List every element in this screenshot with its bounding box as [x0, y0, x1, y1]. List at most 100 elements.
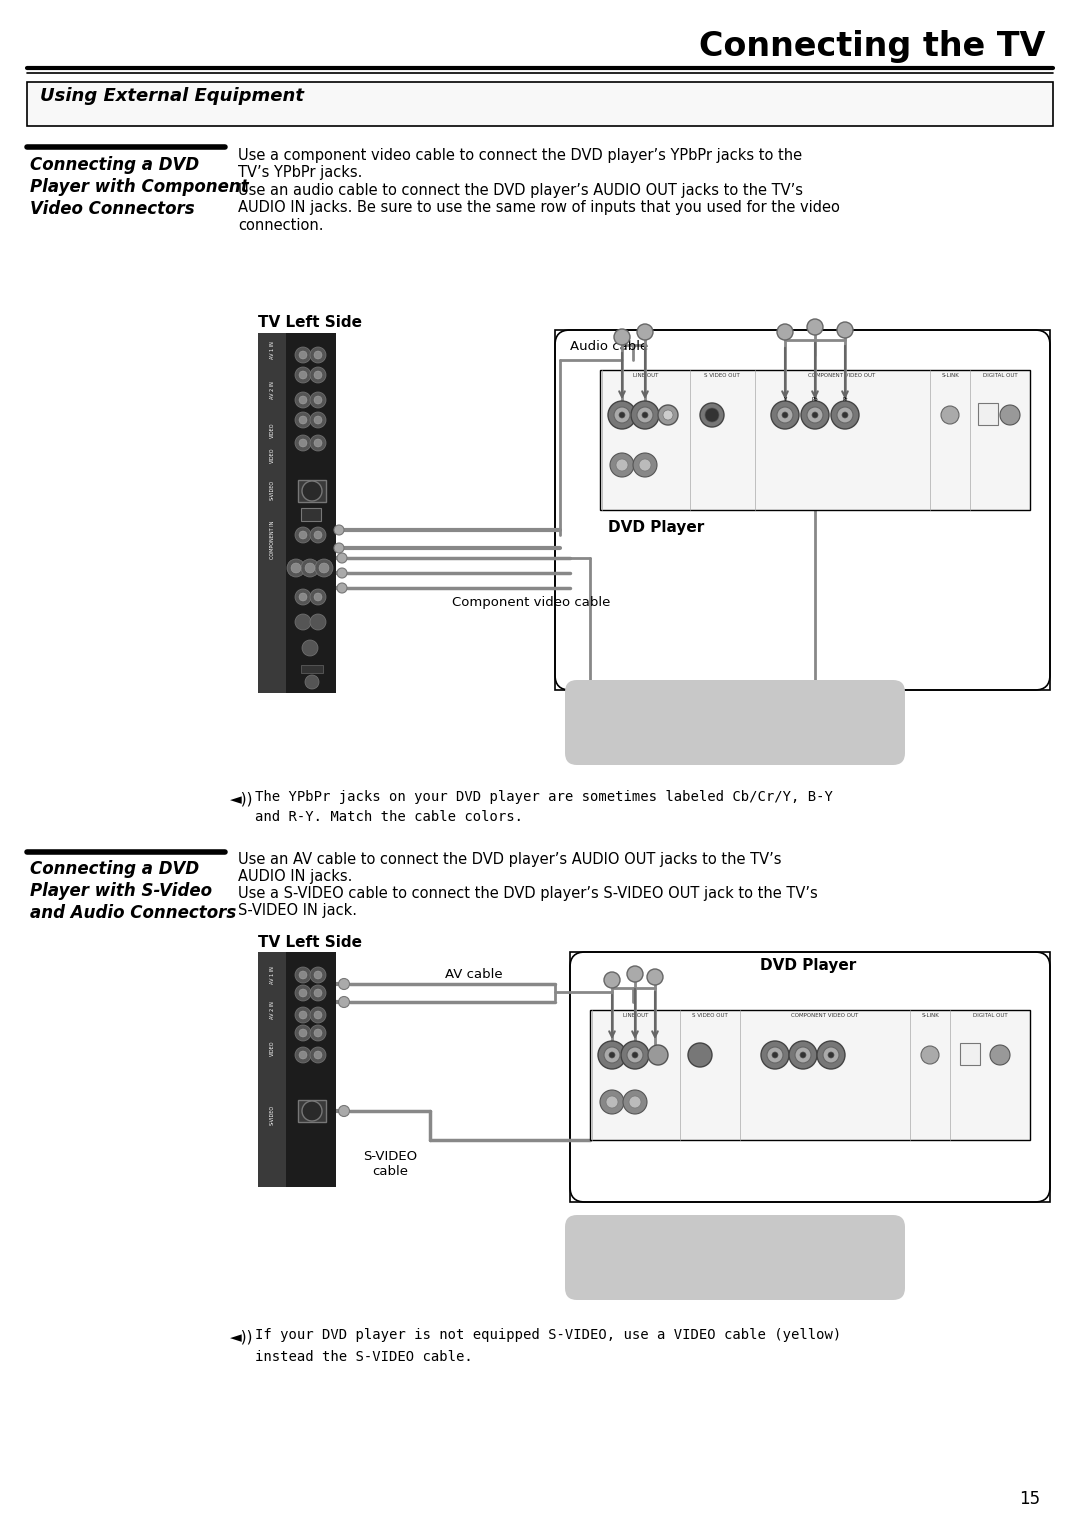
- Text: Connecting a DVD: Connecting a DVD: [30, 860, 199, 878]
- Bar: [301, 508, 321, 521]
- Circle shape: [663, 411, 673, 420]
- Circle shape: [816, 1041, 845, 1069]
- Text: VIDEO: VIDEO: [270, 1040, 274, 1055]
- Circle shape: [295, 527, 311, 544]
- Text: AV 2 IN: AV 2 IN: [270, 382, 274, 399]
- Circle shape: [299, 1051, 307, 1060]
- Text: Use a component video cable to connect the DVD player’s YPbPr jacks to the
TV’s : Use a component video cable to connect t…: [238, 148, 802, 180]
- Text: Connecting the TV: Connecting the TV: [699, 31, 1045, 63]
- Text: Use an audio cable to connect the DVD player’s AUDIO OUT jacks to the TV’s
AUDIO: Use an audio cable to connect the DVD pl…: [238, 183, 840, 232]
- Circle shape: [598, 1041, 626, 1069]
- Circle shape: [334, 544, 345, 553]
- Circle shape: [295, 366, 311, 383]
- Circle shape: [772, 1052, 778, 1058]
- Circle shape: [287, 559, 305, 577]
- Circle shape: [314, 415, 322, 425]
- Circle shape: [600, 1090, 624, 1115]
- Text: and Audio Connectors: and Audio Connectors: [30, 904, 237, 922]
- Text: DVD Player: DVD Player: [760, 957, 856, 973]
- Text: Video Connectors: Video Connectors: [30, 200, 194, 218]
- Circle shape: [334, 525, 345, 534]
- Circle shape: [314, 989, 322, 997]
- Circle shape: [299, 531, 307, 539]
- Text: S-LINK: S-LINK: [941, 373, 959, 379]
- Bar: [258, 333, 286, 693]
- Circle shape: [299, 415, 307, 425]
- Text: Use an AV cable to connect the DVD player’s AUDIO OUT jacks to the TV’s
AUDIO IN: Use an AV cable to connect the DVD playe…: [238, 852, 782, 884]
- Text: COMPONENT VIDEO OUT: COMPONENT VIDEO OUT: [808, 373, 876, 379]
- Circle shape: [639, 460, 651, 470]
- Circle shape: [295, 347, 311, 363]
- Circle shape: [604, 1048, 620, 1063]
- Circle shape: [295, 392, 311, 408]
- Circle shape: [310, 392, 326, 408]
- Text: LINE OUT: LINE OUT: [623, 1012, 649, 1019]
- Text: Connecting a DVD: Connecting a DVD: [30, 156, 199, 174]
- Circle shape: [302, 640, 318, 657]
- Text: Using External Equipment: Using External Equipment: [40, 87, 303, 105]
- Text: Player with S-Video: Player with S-Video: [30, 883, 212, 899]
- Circle shape: [299, 438, 307, 447]
- Circle shape: [606, 1096, 618, 1109]
- Circle shape: [295, 589, 311, 605]
- Circle shape: [608, 402, 636, 429]
- Text: Pb: Pb: [812, 397, 819, 402]
- Circle shape: [637, 324, 653, 341]
- Text: S VIDEO OUT: S VIDEO OUT: [704, 373, 740, 379]
- Circle shape: [837, 322, 853, 337]
- Circle shape: [295, 435, 311, 450]
- Circle shape: [637, 408, 653, 423]
- Circle shape: [777, 324, 793, 341]
- Circle shape: [299, 592, 307, 602]
- Circle shape: [295, 614, 311, 631]
- Text: Y: Y: [783, 397, 786, 402]
- Circle shape: [801, 402, 829, 429]
- Circle shape: [314, 395, 322, 405]
- Circle shape: [310, 967, 326, 983]
- Circle shape: [337, 568, 347, 579]
- Text: VIDEO: VIDEO: [270, 423, 274, 438]
- Bar: [258, 333, 336, 693]
- Circle shape: [314, 371, 322, 379]
- Circle shape: [295, 1048, 311, 1063]
- Bar: [978, 403, 998, 425]
- Circle shape: [338, 979, 350, 989]
- Circle shape: [310, 1048, 326, 1063]
- Circle shape: [631, 402, 659, 429]
- Text: S-VIDEO: S-VIDEO: [270, 1106, 274, 1125]
- Circle shape: [314, 438, 322, 447]
- Circle shape: [705, 408, 719, 421]
- Text: COMPONENT VIDEO OUT: COMPONENT VIDEO OUT: [792, 1012, 859, 1019]
- Circle shape: [310, 614, 326, 631]
- Text: and R-Y. Match the cable colors.: and R-Y. Match the cable colors.: [255, 809, 523, 825]
- Circle shape: [315, 559, 333, 577]
- Circle shape: [627, 1048, 643, 1063]
- Circle shape: [800, 1052, 806, 1058]
- Circle shape: [305, 675, 319, 689]
- Circle shape: [615, 328, 630, 345]
- Circle shape: [305, 563, 315, 573]
- Circle shape: [604, 973, 620, 988]
- Circle shape: [295, 1025, 311, 1041]
- Circle shape: [941, 406, 959, 425]
- Circle shape: [623, 1090, 647, 1115]
- Circle shape: [310, 1025, 326, 1041]
- Circle shape: [314, 971, 322, 979]
- Circle shape: [609, 1052, 615, 1058]
- Text: 15: 15: [1020, 1490, 1040, 1509]
- Text: Player with Component: Player with Component: [30, 179, 248, 195]
- Bar: [27, 82, 1053, 127]
- Circle shape: [812, 412, 818, 418]
- Circle shape: [831, 402, 859, 429]
- Bar: [298, 1099, 326, 1122]
- Circle shape: [314, 592, 322, 602]
- Circle shape: [837, 408, 853, 423]
- Circle shape: [299, 989, 307, 997]
- Text: ◄)): ◄)): [230, 793, 254, 806]
- Circle shape: [314, 1051, 322, 1060]
- Text: S VIDEO OUT: S VIDEO OUT: [692, 1012, 728, 1019]
- Text: Cables are often  color-coded
to connectors. Connect red to
red, white to white,: Cables are often color-coded to connecto…: [577, 1225, 823, 1275]
- Circle shape: [648, 1044, 669, 1064]
- Text: Component video cable: Component video cable: [453, 596, 610, 609]
- Circle shape: [295, 1006, 311, 1023]
